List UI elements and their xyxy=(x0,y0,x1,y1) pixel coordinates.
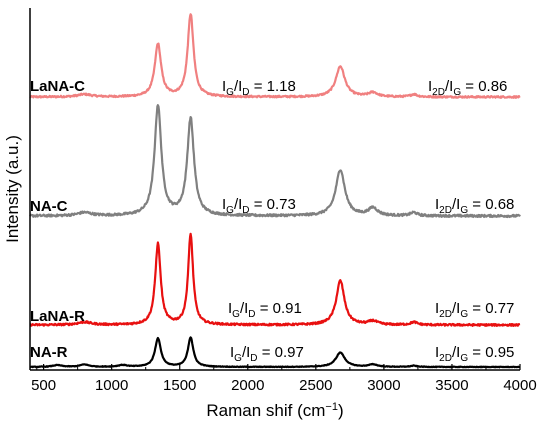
series-label-na-r: NA-R xyxy=(30,344,68,361)
ratio-i2d-ig-na-r: I2D/IG = 0.95 xyxy=(435,344,514,364)
x-tick-label: 4000 xyxy=(503,377,536,394)
series-label-na-c: NA-C xyxy=(30,198,68,215)
x-axis-title: Raman shif (cm−1) xyxy=(206,401,343,420)
series-label-lana-r: LaNA-R xyxy=(30,308,85,325)
x-tick-label: 3000 xyxy=(367,377,400,394)
ratio-ig-id-lana-c: IG/ID = 1.18 xyxy=(222,78,296,98)
x-tick-label: 1500 xyxy=(163,377,196,394)
ratio-ig-id-na-c: IG/ID = 0.73 xyxy=(222,196,296,216)
x-tick-label: 500 xyxy=(31,377,56,394)
ratio-i2d-ig-lana-r: I2D/IG = 0.77 xyxy=(435,300,514,320)
x-tick-label: 3500 xyxy=(435,377,468,394)
series-line-na-c xyxy=(29,104,521,219)
series-label-lana-c: LaNA-C xyxy=(30,78,85,95)
x-tick-label: 1000 xyxy=(95,377,128,394)
ratio-ig-id-lana-r: IG/ID = 0.91 xyxy=(228,300,302,320)
ratio-i2d-ig-na-c: I2D/IG = 0.68 xyxy=(435,196,514,216)
x-tick-label: 2500 xyxy=(299,377,332,394)
ratio-i2d-ig-lana-c: I2D/IG = 0.86 xyxy=(428,78,507,98)
y-axis-title: Intensity (a.u.) xyxy=(3,135,22,243)
x-tick-label: 2000 xyxy=(231,377,264,394)
series-line-lana-c xyxy=(29,13,521,99)
ratio-ig-id-na-r: IG/ID = 0.97 xyxy=(230,344,304,364)
series-line-lana-r xyxy=(29,232,521,327)
